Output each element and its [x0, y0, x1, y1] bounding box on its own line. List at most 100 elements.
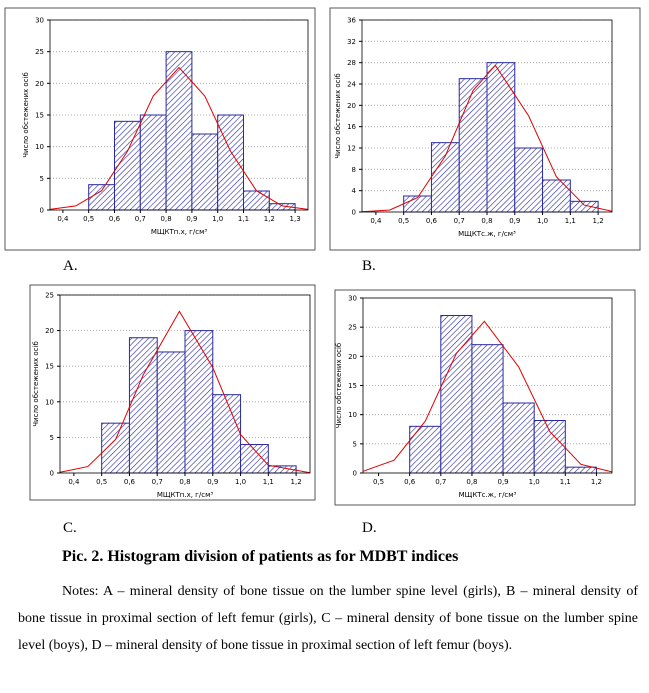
y-tick-label: 10 — [35, 143, 44, 151]
y-tick-label: 0 — [352, 209, 356, 217]
y-tick-label: 10 — [45, 398, 54, 406]
bar — [243, 190, 270, 211]
plot-frame — [362, 297, 613, 474]
bar — [409, 425, 442, 474]
x-tick-label: 0,8 — [179, 478, 190, 486]
bar — [212, 394, 242, 474]
x-tick-label: 0,6 — [109, 215, 121, 223]
x-tick-label: 0,8 — [481, 217, 492, 225]
x-tick-label: 0,7 — [152, 478, 163, 486]
bar — [542, 179, 571, 213]
y-tick-label: 30 — [348, 295, 357, 303]
y-tick-label: 20 — [35, 80, 44, 88]
x-axis-label: МЩКТп.х, г/см³ — [157, 491, 214, 499]
y-tick-label: 25 — [348, 324, 357, 332]
y-tick-label: 28 — [347, 59, 356, 67]
x-tick-label: 0,5 — [398, 217, 409, 225]
x-tick-label: 0,9 — [186, 215, 197, 223]
notes: Notes: A – mineral density of bone tissu… — [18, 584, 638, 653]
x-tick-label: 1,2 — [291, 478, 302, 486]
y-axis-label: Число обстежених осіб — [335, 343, 343, 429]
y-tick-label: 5 — [353, 440, 357, 448]
x-tick-label: 0,9 — [497, 478, 508, 486]
x-tick-label: 1,2 — [591, 478, 602, 486]
y-tick-label: 24 — [347, 81, 356, 89]
y-tick-label: 36 — [347, 17, 356, 25]
plot-frame — [59, 294, 311, 474]
bar — [569, 200, 599, 213]
x-tick-label: 0,4 — [57, 215, 69, 223]
bar — [403, 195, 432, 213]
x-tick-label: 0,5 — [96, 478, 107, 486]
y-axis-label: Число обстежених осіб — [334, 73, 342, 159]
bar — [564, 466, 597, 474]
panel-label: D. — [362, 520, 377, 536]
bar — [217, 114, 244, 211]
x-tick-label: 1,2 — [264, 215, 275, 223]
bar — [533, 420, 566, 474]
panel-frame — [29, 284, 316, 501]
x-tick-label: 0,8 — [161, 215, 172, 223]
plot-frame — [49, 19, 309, 211]
y-tick-label: 15 — [35, 112, 44, 120]
x-axis-label: МЩКТс.ж, г/см³ — [458, 230, 516, 238]
x-tick-label: 1,3 — [290, 215, 301, 223]
normal-curve — [361, 64, 613, 213]
y-tick-label: 20 — [45, 327, 54, 335]
x-tick-label: 1,1 — [263, 478, 274, 486]
y-tick-label: 12 — [347, 145, 356, 153]
bar — [88, 184, 115, 211]
panel-frame — [329, 7, 641, 251]
x-tick-label: 0,9 — [207, 478, 218, 486]
y-tick-label: 4 — [352, 187, 357, 195]
normal-curve — [59, 310, 311, 474]
x-tick-label: 1,0 — [529, 478, 540, 486]
y-tick-label: 20 — [347, 102, 356, 110]
y-tick-label: 15 — [45, 363, 54, 371]
bar — [430, 142, 460, 213]
x-tick-label: 0,6 — [124, 478, 136, 486]
x-tick-label: 1,1 — [565, 217, 576, 225]
y-tick-label: 0 — [50, 470, 54, 478]
x-tick-label: 0,6 — [426, 217, 438, 225]
bar — [191, 133, 219, 211]
y-tick-label: 10 — [348, 411, 357, 419]
x-tick-label: 1,0 — [212, 215, 223, 223]
y-tick-label: 25 — [45, 292, 54, 300]
bar — [486, 62, 516, 213]
x-tick-label: 0,7 — [454, 217, 465, 225]
x-tick-label: 1,1 — [560, 478, 571, 486]
x-tick-label: 1,2 — [593, 217, 604, 225]
y-tick-label: 30 — [35, 17, 44, 25]
x-axis-label: МЩКТп.х, г/см³ — [151, 228, 208, 236]
x-axis-label: МЩКТс.ж, г/см³ — [459, 491, 517, 499]
x-tick-label: 0,9 — [509, 217, 520, 225]
y-axis-label: Число обстежених осіб — [32, 341, 40, 427]
bar — [114, 120, 141, 211]
x-tick-label: 0,5 — [83, 215, 94, 223]
bar — [101, 422, 130, 474]
y-tick-label: 15 — [348, 382, 357, 390]
normal-curve — [49, 66, 309, 210]
y-tick-label: 25 — [35, 48, 44, 56]
y-tick-label: 8 — [352, 166, 356, 174]
x-tick-label: 1,0 — [537, 217, 548, 225]
bar — [139, 114, 167, 211]
panel-label: A. — [63, 258, 78, 274]
x-tick-label: 0,7 — [435, 478, 446, 486]
y-axis-label: Число обстежених осіб — [22, 72, 30, 158]
x-tick-label: 0,5 — [373, 478, 384, 486]
y-tick-label: 32 — [347, 38, 356, 46]
normal-curve — [362, 320, 613, 473]
panel-frame — [334, 289, 636, 506]
y-tick-label: 20 — [348, 353, 357, 361]
x-tick-label: 0,7 — [135, 215, 146, 223]
y-tick-label: 5 — [50, 434, 54, 442]
bar — [471, 344, 504, 474]
bar — [458, 78, 488, 213]
y-tick-label: 16 — [347, 123, 356, 131]
bar — [514, 147, 544, 213]
x-tick-label: 0,4 — [370, 217, 382, 225]
panel-label: B. — [362, 258, 376, 274]
